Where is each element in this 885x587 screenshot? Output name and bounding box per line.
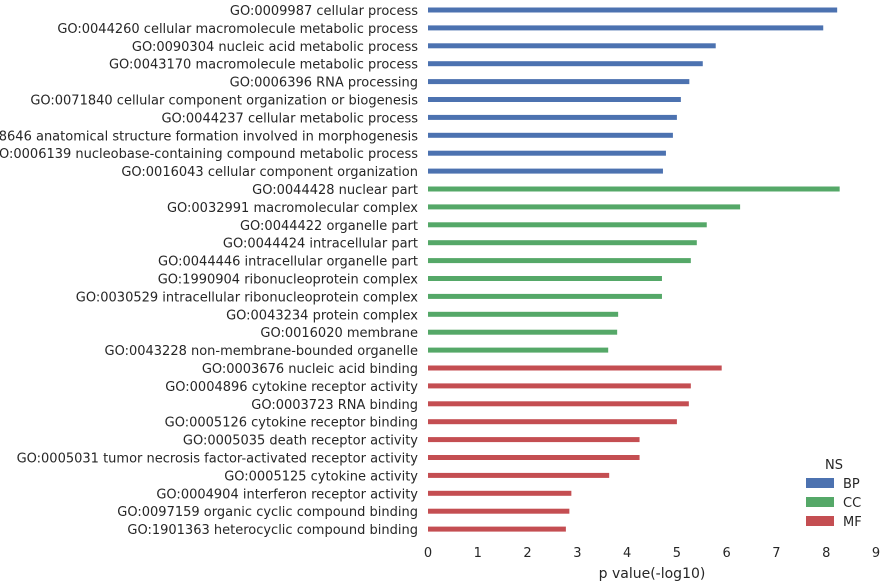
category-label: GO:1990904 ribonucleoprotein complex <box>158 273 419 288</box>
category-labels: GO:0009987 cellular process GO:0044260 ce… <box>0 4 418 538</box>
bar-bp <box>428 114 677 120</box>
x-tick-label: 4 <box>623 546 631 561</box>
x-axis-title: p value(-log10) <box>599 566 706 582</box>
bar-cc <box>428 293 662 299</box>
bar-cc <box>428 240 697 246</box>
legend-label-bp: BP <box>843 477 860 492</box>
bar-bp <box>428 61 703 67</box>
category-label: GO:0005035 death receptor activity <box>183 434 418 449</box>
category-label: GO:0009987 cellular process <box>230 4 418 19</box>
x-tick-label: 3 <box>573 546 581 561</box>
category-label: GO:0044422 organelle part <box>240 219 418 234</box>
bar-mf <box>428 508 570 514</box>
x-axis-ticks: 0 1 2 3 4 5 6 7 8 9 <box>424 546 880 561</box>
category-label: GO:0044237 cellular metabolic process <box>161 111 418 126</box>
bar-mf <box>428 490 572 496</box>
bar-mf <box>428 401 689 407</box>
category-label: GO:0005126 cytokine receptor binding <box>165 416 418 431</box>
bar-cc <box>428 276 662 281</box>
legend-swatch-bp <box>806 478 834 488</box>
legend-label-mf: MF <box>843 515 862 530</box>
category-label: GO:0043234 protein complex <box>226 308 418 323</box>
bar-cc <box>428 204 741 210</box>
legend-title: NS <box>825 458 843 473</box>
bar-mf <box>428 419 677 425</box>
x-tick-label: 0 <box>424 546 432 561</box>
category-label: GO:0016043 cellular component organizati… <box>121 165 418 180</box>
x-tick-label: 8 <box>822 546 830 561</box>
category-label: GO:0005125 cytokine activity <box>224 469 418 484</box>
category-label: GO:0003676 nucleic acid binding <box>202 362 418 377</box>
bar-mf <box>428 472 610 478</box>
category-label: GO:0004896 cytokine receptor activity <box>165 380 418 395</box>
bar-bp <box>428 25 824 31</box>
category-label: GO:0006396 RNA processing <box>230 76 418 91</box>
category-label: GO:0071840 cellular component organizati… <box>30 94 418 109</box>
bars-layer <box>428 7 840 532</box>
bar-bp <box>428 168 663 174</box>
bar-bp <box>428 132 673 138</box>
legend-entries: BP CC MF <box>806 477 862 530</box>
bar-mf <box>428 383 691 389</box>
category-label: GO:0097159 organic cyclic compound bindi… <box>117 505 418 520</box>
bar-mf <box>428 437 640 443</box>
x-tick-label: 6 <box>723 546 731 561</box>
category-label: GO:0044428 nuclear part <box>252 183 418 198</box>
x-tick-label: 1 <box>474 546 482 561</box>
bar-bp <box>428 97 681 102</box>
bar-bp <box>428 150 666 156</box>
category-label: GO:0016020 membrane <box>260 326 418 341</box>
category-label: GO:0043170 macromolecule metabolic proce… <box>109 58 418 73</box>
category-label: GO:0030529 intracellular ribonucleoprote… <box>76 290 419 305</box>
bar-bp <box>428 7 838 13</box>
bar-bp <box>428 43 716 49</box>
bar-mf <box>428 365 722 371</box>
x-tick-label: 9 <box>872 546 880 561</box>
category-label: GO:0048646 anatomical structure formatio… <box>0 129 418 144</box>
category-label: GO:0043228 non-membrane-bounded organell… <box>105 344 419 359</box>
bar-cc <box>428 258 691 264</box>
category-label: GO:1901363 heterocyclic compound binding <box>127 523 418 538</box>
legend-swatch-cc <box>806 497 834 507</box>
category-label: GO:0044260 cellular macromolecule metabo… <box>57 22 418 37</box>
bar-cc <box>428 222 707 228</box>
bar-cc <box>428 186 840 192</box>
x-tick-label: 7 <box>772 546 780 561</box>
bar-mf <box>428 526 566 532</box>
category-label: GO:0032991 macromolecular complex <box>167 201 418 216</box>
category-label: GO:0044424 intracellular part <box>223 237 418 252</box>
x-tick-label: 2 <box>523 546 531 561</box>
bar-cc <box>428 347 609 353</box>
bar-cc <box>428 311 619 317</box>
legend: NS BP CC MF <box>806 458 862 530</box>
category-label: GO:0003723 RNA binding <box>251 398 418 413</box>
bar-bp <box>428 79 690 85</box>
bar-mf <box>428 455 640 460</box>
category-label: GO:0006139 nucleobase-containing compoun… <box>0 147 418 162</box>
category-label: GO:0005031 tumor necrosis factor-activat… <box>17 452 419 467</box>
category-label: GO:0090304 nucleic acid metabolic proces… <box>132 40 418 55</box>
category-label: GO:0044446 intracellular organelle part <box>158 255 418 270</box>
bar-cc <box>428 329 618 335</box>
legend-swatch-mf <box>806 516 834 526</box>
category-label: GO:0004904 interferon receptor activity <box>156 487 418 502</box>
legend-label-cc: CC <box>843 496 861 511</box>
x-tick-label: 5 <box>673 546 681 561</box>
